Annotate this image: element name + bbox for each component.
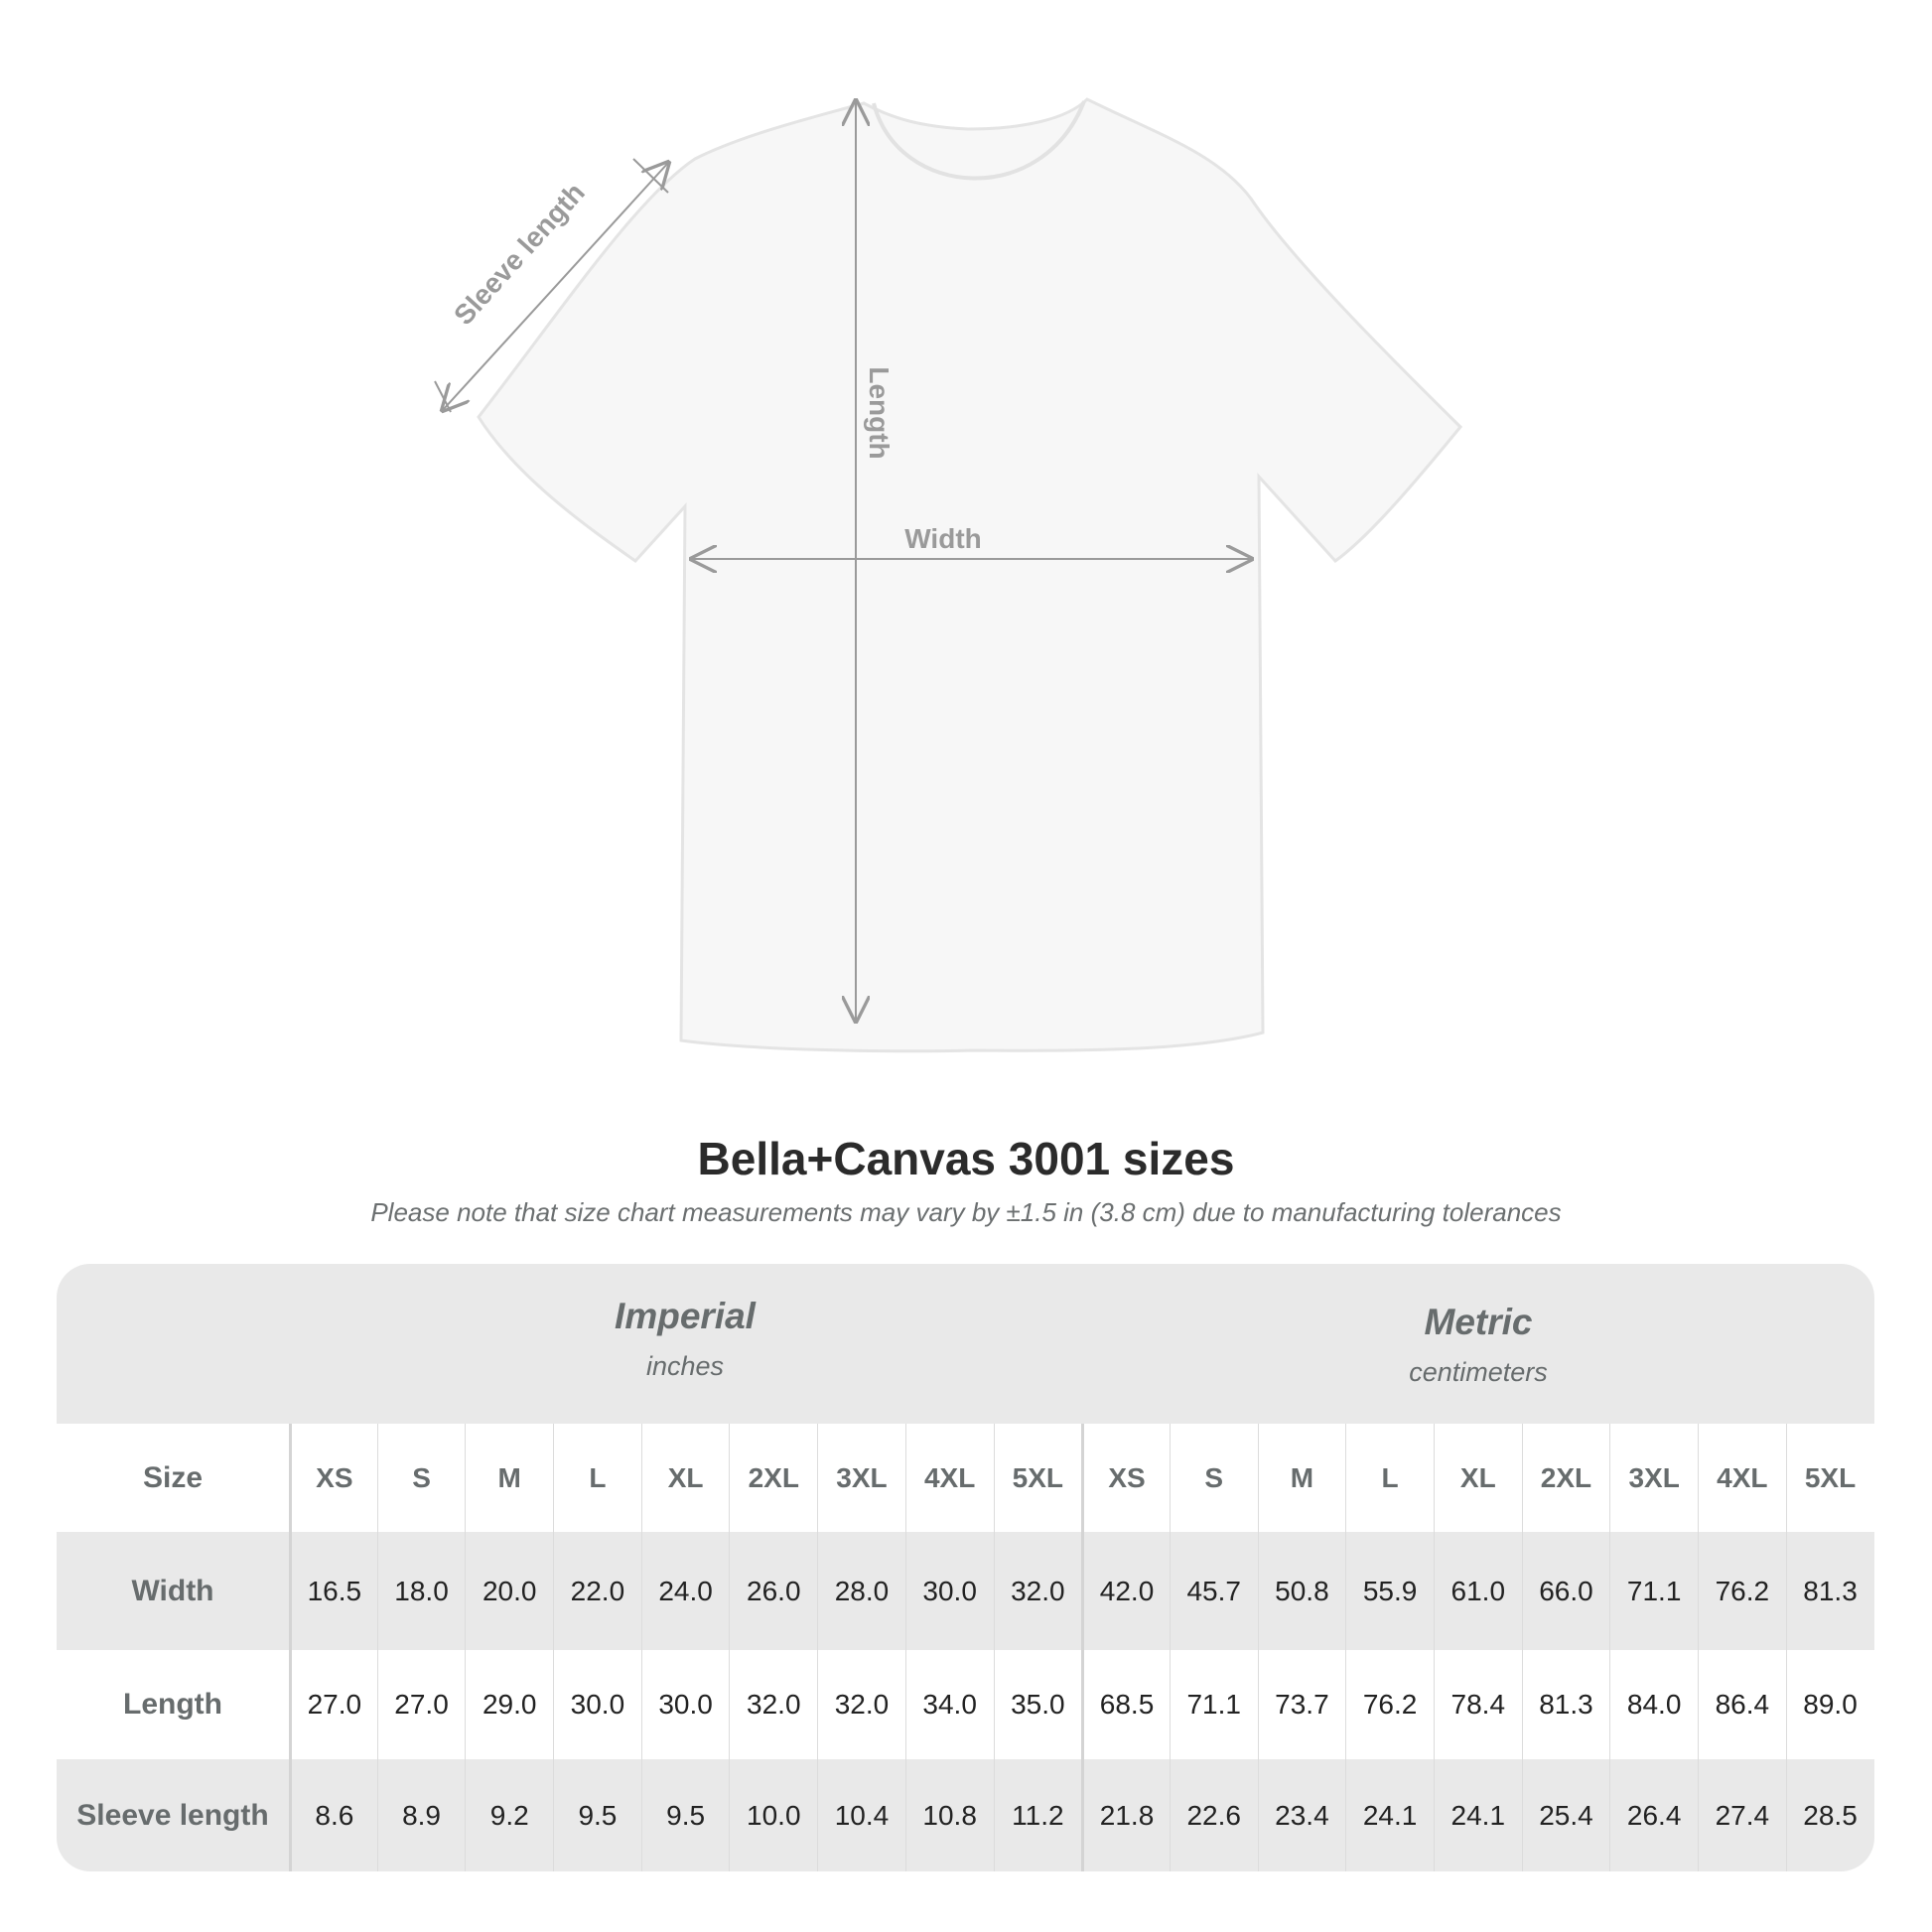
size-header-row: Size XS S M L XL 2XL 3XL 4XL 5XL XS S M L XL 2XL 3XL 4XL 5…: [57, 1424, 1874, 1532]
metric-size-header: 3XL: [1609, 1424, 1698, 1532]
imperial-value-cell: 32.0: [729, 1650, 817, 1759]
metric-size-header: 2XL: [1521, 1424, 1610, 1532]
metric-value-cell: 76.2: [1345, 1650, 1434, 1759]
metric-value-cell: 27.4: [1698, 1759, 1786, 1871]
imperial-size-header: 4XL: [904, 1424, 994, 1532]
imperial-value-cell: 26.0: [729, 1532, 817, 1650]
imperial-value-cell: 9.5: [640, 1759, 730, 1871]
metric-value-cell: 23.4: [1257, 1759, 1346, 1871]
imperial-value-cell: 28.0: [817, 1532, 905, 1650]
imperial-size-header: S: [376, 1424, 466, 1532]
metric-value-cell: 71.1: [1169, 1650, 1258, 1759]
metric-value-cell: 84.0: [1609, 1650, 1698, 1759]
imperial-value-cell: 24.0: [640, 1532, 730, 1650]
metric-size-header: L: [1345, 1424, 1434, 1532]
metric-value-cell: 71.1: [1609, 1532, 1698, 1650]
imperial-value-cell: 9.5: [553, 1759, 641, 1871]
imperial-size-header: 2XL: [729, 1424, 817, 1532]
imperial-value-cell: 32.0: [993, 1532, 1082, 1650]
imperial-value-cell: 11.2: [993, 1759, 1082, 1871]
metric-value-cell: 66.0: [1521, 1532, 1610, 1650]
page-title: Bella+Canvas 3001 sizes: [697, 1133, 1235, 1184]
imperial-value-cell: 27.0: [376, 1650, 466, 1759]
metric-size-header: S: [1169, 1424, 1258, 1532]
metric-size-header: 4XL: [1698, 1424, 1786, 1532]
imperial-value-cell: 35.0: [993, 1650, 1082, 1759]
metric-value-cell: 24.1: [1345, 1759, 1434, 1871]
imperial-size-header: 5XL: [993, 1424, 1082, 1532]
imperial-value-cell: 29.0: [465, 1650, 553, 1759]
imperial-value-cell: 10.0: [729, 1759, 817, 1871]
metric-value-cell: 76.2: [1698, 1532, 1786, 1650]
imperial-header: Imperial inches: [289, 1296, 1081, 1382]
metric-value-cell: 50.8: [1257, 1532, 1346, 1650]
row-label: Length: [123, 1688, 222, 1721]
metric-unit: centimeters: [1409, 1357, 1548, 1387]
table-row: Sleeve length 8.6 8.9 9.2 9.5 9.5 10.0 10.4 10.8…: [57, 1759, 1874, 1871]
metric-size-header: 5XL: [1785, 1424, 1874, 1532]
imperial-value-cell: 30.0: [640, 1650, 730, 1759]
imperial-value-cell: 22.0: [553, 1532, 641, 1650]
metric-size-header: M: [1257, 1424, 1346, 1532]
metric-value-cell: 45.7: [1169, 1532, 1258, 1650]
table-header: Imperial inches Metric centimeters: [57, 1264, 1874, 1424]
metric-value-cell: 55.9: [1345, 1532, 1434, 1650]
metric-header: Metric centimeters: [1082, 1302, 1874, 1388]
metric-value-cell: 21.8: [1081, 1759, 1170, 1871]
imperial-size-header: M: [465, 1424, 553, 1532]
metric-value-cell: 24.1: [1433, 1759, 1522, 1871]
table-row: Width 16.5 18.0 20.0 22.0 24.0 26.0 28.0 30.0 32.…: [57, 1532, 1874, 1650]
imperial-value-cell: 10.8: [904, 1759, 994, 1871]
metric-value-cell: 89.0: [1785, 1650, 1874, 1759]
sleeve-arrow: [443, 163, 668, 410]
imperial-size-header: 3XL: [817, 1424, 905, 1532]
tolerance-note: Please note that size chart measurements…: [370, 1197, 1562, 1227]
metric-value-cell: 22.6: [1169, 1759, 1258, 1871]
metric-value-cell: 25.4: [1521, 1759, 1610, 1871]
metric-value-cell: 81.3: [1785, 1532, 1874, 1650]
tshirt-diagram: Sleeve length Length Width: [434, 97, 1463, 1053]
metric-value-cell: 28.5: [1785, 1759, 1874, 1871]
imperial-value-cell: 9.2: [465, 1759, 553, 1871]
imperial-size-header: XS: [289, 1424, 377, 1532]
size-table: Imperial inches Metric centimeters Size X…: [57, 1264, 1874, 1871]
imperial-unit: inches: [645, 1351, 725, 1381]
imperial-value-cell: 20.0: [465, 1532, 553, 1650]
imperial-size-header: L: [553, 1424, 641, 1532]
imperial-value-cell: 27.0: [289, 1650, 377, 1759]
length-label: Length: [864, 366, 895, 459]
metric-value-cell: 86.4: [1698, 1650, 1786, 1759]
metric-value-cell: 73.7: [1257, 1650, 1346, 1759]
metric-title: Metric: [1424, 1302, 1533, 1342]
imperial-value-cell: 32.0: [817, 1650, 905, 1759]
metric-size-header: XL: [1433, 1424, 1522, 1532]
imperial-value-cell: 16.5: [289, 1532, 377, 1650]
imperial-value-cell: 30.0: [904, 1532, 994, 1650]
row-label: Sleeve length: [76, 1798, 269, 1832]
metric-value-cell: 81.3: [1521, 1650, 1610, 1759]
row-label: Width: [131, 1574, 214, 1607]
metric-value-cell: 26.4: [1609, 1759, 1698, 1871]
metric-value-cell: 78.4: [1433, 1650, 1522, 1759]
imperial-value-cell: 10.4: [817, 1759, 905, 1871]
metric-value-cell: 61.0: [1433, 1532, 1522, 1650]
imperial-title: Imperial: [615, 1296, 756, 1336]
imperial-value-cell: 30.0: [553, 1650, 641, 1759]
imperial-value-cell: 8.9: [376, 1759, 466, 1871]
width-label: Width: [904, 523, 982, 554]
row-label: Size: [142, 1460, 204, 1494]
imperial-value-cell: 34.0: [904, 1650, 994, 1759]
metric-value-cell: 42.0: [1081, 1532, 1170, 1650]
imperial-size-header: XL: [640, 1424, 730, 1532]
imperial-value-cell: 8.6: [289, 1759, 377, 1871]
metric-value-cell: 68.5: [1081, 1650, 1170, 1759]
tshirt-image: [477, 97, 1463, 1053]
imperial-value-cell: 18.0: [376, 1532, 466, 1650]
table-row: Length 27.0 27.0 29.0 30.0 30.0 32.0 32.0 34.0 35…: [57, 1650, 1874, 1759]
metric-size-header: XS: [1081, 1424, 1170, 1532]
